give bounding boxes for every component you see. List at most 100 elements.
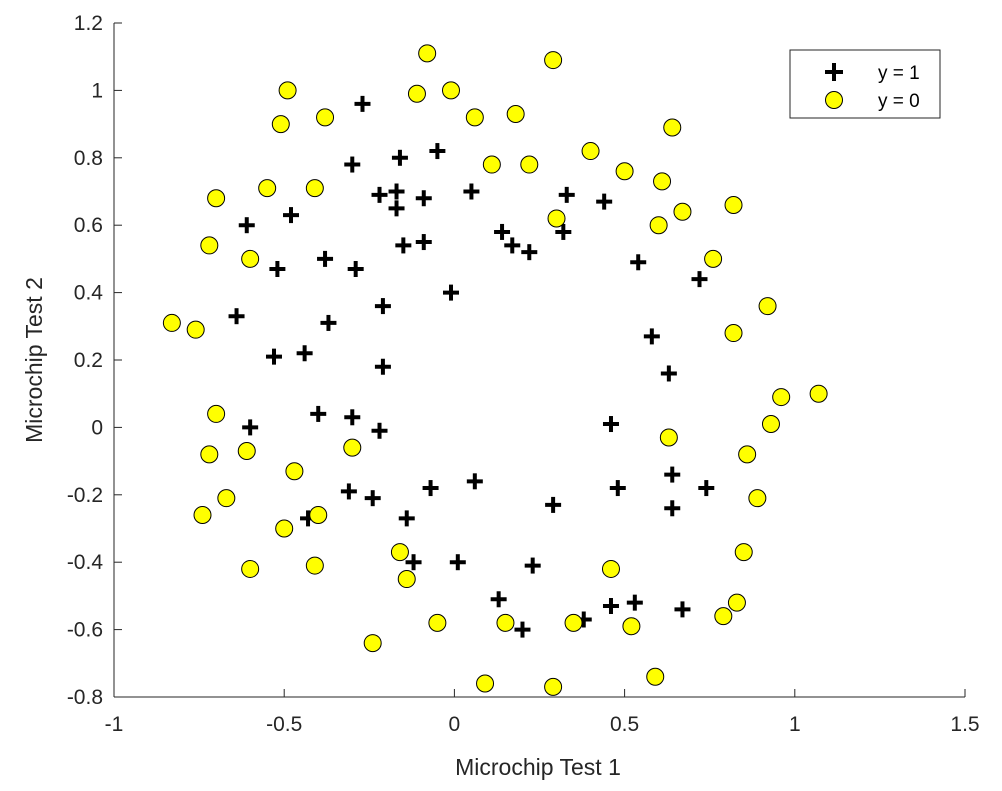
data-point-negative	[738, 445, 757, 464]
data-point-negative	[704, 249, 723, 268]
data-point-negative	[397, 570, 416, 589]
data-point-negative	[200, 445, 219, 464]
data-point-positive	[626, 594, 643, 611]
data-point-negative	[724, 324, 743, 343]
data-point-negative	[544, 51, 563, 70]
data-point-negative	[390, 543, 409, 562]
data-point-positive	[466, 473, 483, 490]
data-point-negative	[305, 179, 324, 198]
legend-label-positive: y = 1	[878, 63, 920, 84]
data-point-positive	[228, 308, 245, 325]
data-point-negative	[506, 104, 525, 123]
legend-marker-plus	[825, 63, 843, 81]
data-point-negative	[241, 249, 260, 268]
data-point-negative	[673, 202, 692, 221]
data-point-positive	[660, 365, 677, 382]
data-point-positive	[265, 348, 282, 365]
data-point-positive	[340, 483, 357, 500]
data-point-positive	[524, 557, 541, 574]
data-point-positive	[310, 405, 327, 422]
y-tick-label: 0.6	[74, 214, 103, 237]
data-point-negative	[241, 559, 260, 578]
data-point-negative	[465, 108, 484, 127]
data-point-positive	[545, 496, 562, 513]
legend-label-negative: y = 0	[878, 91, 920, 112]
data-point-positive	[602, 416, 619, 433]
x-tick-label: 1	[789, 713, 801, 736]
data-point-positive	[371, 186, 388, 203]
data-point-positive	[344, 156, 361, 173]
data-point-positive	[374, 298, 391, 315]
data-point-positive	[364, 490, 381, 507]
data-point-positive	[643, 328, 660, 345]
data-point-positive	[521, 244, 538, 261]
data-point-positive	[320, 314, 337, 331]
data-point-positive	[398, 510, 415, 527]
y-tick-label: 0.4	[74, 282, 104, 305]
data-point-negative	[809, 384, 828, 403]
x-ticks: -1 -0.5 0 0.5 1 1.5	[105, 689, 980, 736]
x-tick-label: -0.5	[266, 713, 302, 736]
x-tick-label: 0.5	[610, 713, 639, 736]
data-point-negative	[761, 415, 780, 434]
data-point-positive	[344, 409, 361, 426]
data-point-negative	[496, 613, 515, 632]
data-point-negative	[275, 519, 294, 538]
legend-marker-circle	[825, 91, 843, 109]
data-point-positive	[442, 284, 459, 301]
data-point-negative	[646, 667, 665, 686]
data-point-negative	[207, 404, 226, 423]
data-point-positive	[354, 95, 371, 112]
data-point-positive	[630, 254, 647, 271]
data-point-positive	[405, 554, 422, 571]
y-axis-label: Microchip Test 2	[21, 277, 47, 443]
data-point-negative	[520, 155, 539, 174]
data-point-positive	[463, 183, 480, 200]
data-point-positive	[391, 149, 408, 166]
data-point-positive	[317, 250, 334, 267]
data-point-positive	[691, 271, 708, 288]
data-point-negative	[663, 118, 682, 137]
data-point-negative	[653, 172, 672, 191]
data-point-negative	[316, 108, 335, 127]
y-tick-label: 1.2	[74, 12, 103, 35]
data-point-negative	[714, 607, 733, 626]
data-point-positive	[415, 190, 432, 207]
data-point-negative	[772, 388, 791, 407]
data-point-positive	[494, 223, 511, 240]
data-point-positive	[395, 237, 412, 254]
data-point-negative	[649, 216, 668, 235]
data-point-positive	[388, 183, 405, 200]
data-point-positive	[347, 261, 364, 278]
data-point-negative	[162, 313, 181, 332]
data-point-positive	[242, 419, 259, 436]
data-point-positive	[664, 466, 681, 483]
data-point-positive	[609, 480, 626, 497]
data-point-negative	[758, 297, 777, 316]
data-point-negative	[482, 155, 501, 174]
data-point-negative	[724, 195, 743, 214]
data-point-positive	[674, 601, 691, 618]
x-tick-label: -1	[105, 713, 124, 736]
data-point-negative	[237, 441, 256, 460]
data-point-negative	[418, 44, 437, 63]
data-point-positive	[664, 500, 681, 517]
data-point-negative	[615, 162, 634, 181]
data-point-negative	[285, 462, 304, 481]
data-point-positive	[555, 223, 572, 240]
data-point-negative	[659, 428, 678, 447]
data-point-negative	[544, 677, 563, 696]
data-point-negative	[309, 506, 328, 525]
data-point-negative	[734, 543, 753, 562]
data-point-positive	[558, 186, 575, 203]
data-point-negative	[476, 674, 495, 693]
data-point-negative	[622, 617, 641, 636]
data-point-negative	[258, 179, 277, 198]
data-point-positive	[371, 422, 388, 439]
data-point-negative	[441, 81, 460, 100]
x-axis-label: Microchip Test 1	[455, 754, 621, 780]
data-point-positive	[596, 193, 613, 210]
x-tick-label: 0	[449, 713, 461, 736]
